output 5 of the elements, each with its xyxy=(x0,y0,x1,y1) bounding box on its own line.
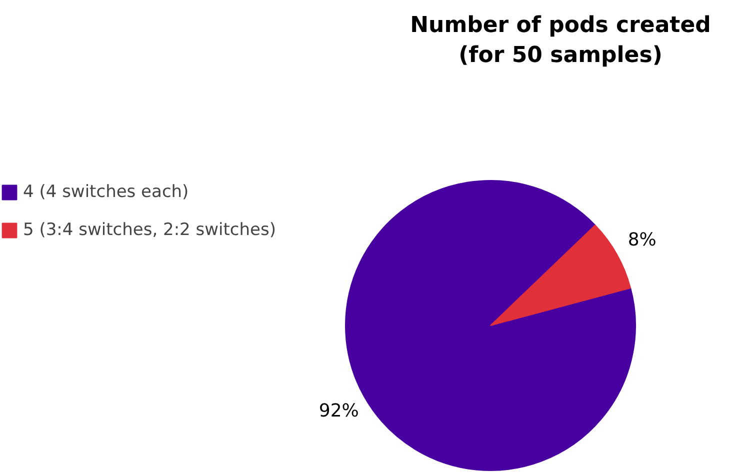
data-label: 8% xyxy=(628,230,656,251)
data-label: 92% xyxy=(318,400,359,422)
chart-title: Number of pods created (for 50 samples) xyxy=(410,13,711,68)
legend-label: 4 (4 switches each) xyxy=(23,182,189,202)
legend-label: 5 (3:4 switches, 2:2 switches) xyxy=(23,220,276,240)
